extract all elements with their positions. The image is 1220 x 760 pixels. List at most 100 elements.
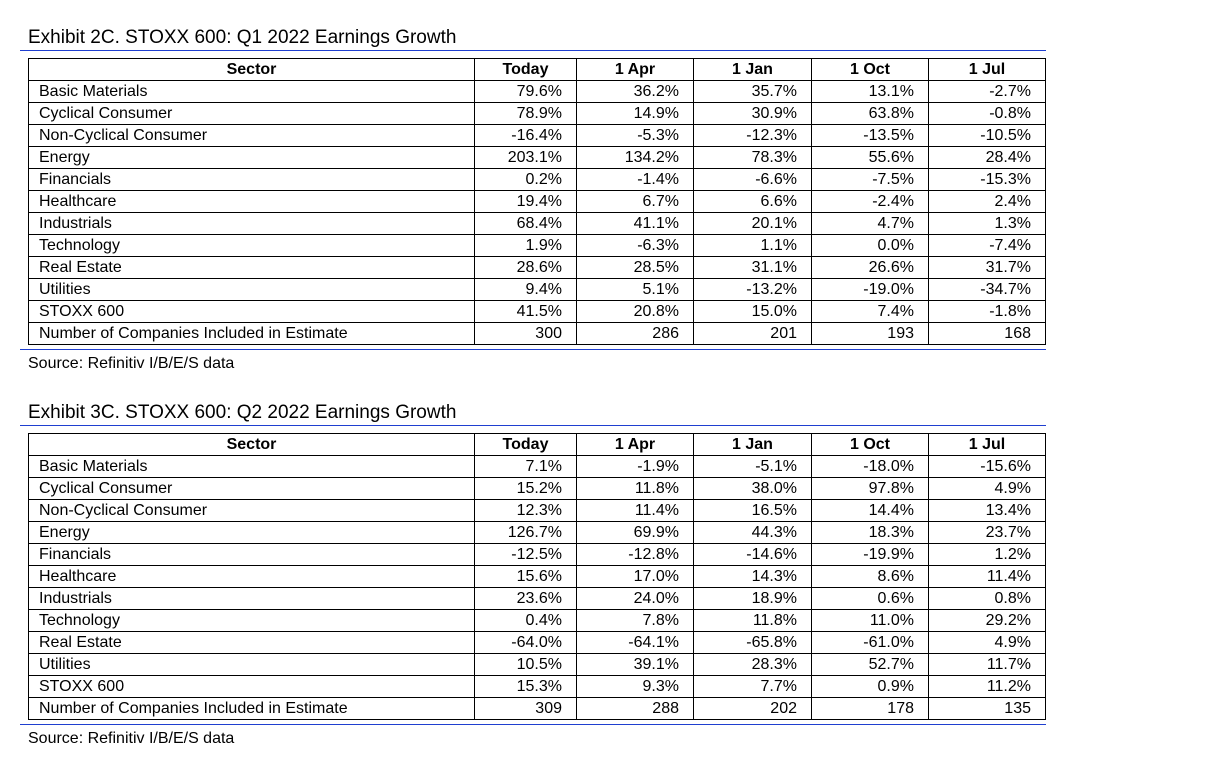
- column-header: Today: [474, 58, 577, 81]
- source-note: Source: Refinitiv I/B/E/S data: [28, 730, 235, 747]
- table-row: Basic Materials 79.6% 36.2% 35.7% 13.1% -2.7%: [28, 80, 1046, 103]
- value-cell: 41.5%: [474, 300, 577, 323]
- table-row: Basic Materials 7.1% -1.9% -5.1% -18.0% -15.6…: [28, 455, 1046, 478]
- value-cell: 309: [474, 697, 577, 720]
- value-cell: 300: [474, 322, 577, 345]
- value-cell: -61.0%: [811, 631, 929, 654]
- value-cell: 14.3%: [693, 565, 812, 588]
- value-cell: -13.5%: [811, 124, 929, 147]
- sector-cell: Energy: [28, 521, 475, 544]
- sector-cell: Healthcare: [28, 190, 475, 213]
- value-cell: 78.3%: [693, 146, 812, 169]
- table-row: Number of Companies Included in Estimate…: [28, 322, 1046, 345]
- value-cell: -12.8%: [576, 543, 694, 566]
- value-cell: -1.9%: [576, 455, 694, 478]
- value-cell: -0.8%: [928, 102, 1046, 125]
- table-row: Real Estate 28.6% 28.5% 31.1% 26.6% 31.7%: [28, 256, 1046, 279]
- sector-cell: Non-Cyclical Consumer: [28, 124, 475, 147]
- value-cell: 11.8%: [693, 609, 812, 632]
- value-cell: -5.1%: [693, 455, 812, 478]
- table-row: Industrials 68.4% 41.1% 20.1% 4.7% 1.3%: [28, 212, 1046, 235]
- earnings-growth-table: Sector Today 1 Apr 1 Jan 1 Oct 1 Jul Basic Mat…: [28, 433, 1046, 720]
- sector-cell: STOXX 600: [28, 675, 475, 698]
- source-note: Source: Refinitiv I/B/E/S data: [28, 355, 235, 372]
- value-cell: -10.5%: [928, 124, 1046, 147]
- value-cell: -19.0%: [811, 278, 929, 301]
- value-cell: 28.3%: [693, 653, 812, 676]
- value-cell: 11.0%: [811, 609, 929, 632]
- sector-cell: Technology: [28, 234, 475, 257]
- table-row: Energy 203.1% 134.2% 78.3% 55.6% 28.4%: [28, 146, 1046, 169]
- value-cell: 0.4%: [474, 609, 577, 632]
- value-cell: 12.3%: [474, 499, 577, 522]
- value-cell: 15.2%: [474, 477, 577, 500]
- table-row: Healthcare 15.6% 17.0% 14.3% 8.6% 11.4%: [28, 565, 1046, 588]
- value-cell: -65.8%: [693, 631, 812, 654]
- sector-cell: Technology: [28, 609, 475, 632]
- table-row: Financials -12.5% -12.8% -14.6% -19.9% 1.2%: [28, 543, 1046, 566]
- table-row: STOXX 600 15.3% 9.3% 7.7% 0.9% 11.2%: [28, 675, 1046, 698]
- value-cell: 36.2%: [576, 80, 694, 103]
- sector-cell: Healthcare: [28, 565, 475, 588]
- value-cell: 18.9%: [693, 587, 812, 610]
- value-cell: -7.5%: [811, 168, 929, 191]
- earnings-growth-table: Sector Today 1 Apr 1 Jan 1 Oct 1 Jul Basic Mat…: [28, 58, 1046, 345]
- sector-cell: STOXX 600: [28, 300, 475, 323]
- value-cell: 0.6%: [811, 587, 929, 610]
- value-cell: 1.3%: [928, 212, 1046, 235]
- value-cell: 135: [928, 697, 1046, 720]
- column-header: 1 Jul: [928, 58, 1046, 81]
- value-cell: -64.0%: [474, 631, 577, 654]
- sector-cell: Industrials: [28, 212, 475, 235]
- value-cell: 0.8%: [928, 587, 1046, 610]
- value-cell: 52.7%: [811, 653, 929, 676]
- value-cell: -6.3%: [576, 234, 694, 257]
- table-row: Cyclical Consumer 78.9% 14.9% 30.9% 63.8% -0.…: [28, 102, 1046, 125]
- value-cell: 286: [576, 322, 694, 345]
- value-cell: 11.8%: [576, 477, 694, 500]
- sector-cell: Real Estate: [28, 256, 475, 279]
- sector-cell: Cyclical Consumer: [28, 102, 475, 125]
- value-cell: 193: [811, 322, 929, 345]
- value-cell: -12.5%: [474, 543, 577, 566]
- value-cell: 6.6%: [693, 190, 812, 213]
- value-cell: 69.9%: [576, 521, 694, 544]
- value-cell: 29.2%: [928, 609, 1046, 632]
- value-cell: -64.1%: [576, 631, 694, 654]
- exhibit-title: Exhibit 2C. STOXX 600: Q1 2022 Earnings …: [20, 26, 1046, 51]
- value-cell: -16.4%: [474, 124, 577, 147]
- value-cell: -12.3%: [693, 124, 812, 147]
- value-cell: 24.0%: [576, 587, 694, 610]
- column-header: 1 Oct: [811, 58, 929, 81]
- value-cell: 28.6%: [474, 256, 577, 279]
- sector-cell: Cyclical Consumer: [28, 477, 475, 500]
- value-cell: 26.6%: [811, 256, 929, 279]
- value-cell: 11.4%: [928, 565, 1046, 588]
- value-cell: 11.2%: [928, 675, 1046, 698]
- value-cell: 16.5%: [693, 499, 812, 522]
- value-cell: 14.9%: [576, 102, 694, 125]
- value-cell: 78.9%: [474, 102, 577, 125]
- value-cell: 1.1%: [693, 234, 812, 257]
- value-cell: 23.7%: [928, 521, 1046, 544]
- value-cell: 97.8%: [811, 477, 929, 500]
- value-cell: -15.6%: [928, 455, 1046, 478]
- value-cell: 41.1%: [576, 212, 694, 235]
- sector-cell: Financials: [28, 168, 475, 191]
- table-row: Non-Cyclical Consumer 12.3% 11.4% 16.5% 14.4…: [28, 499, 1046, 522]
- table-row: Technology 0.4% 7.8% 11.8% 11.0% 29.2%: [28, 609, 1046, 632]
- value-cell: 7.8%: [576, 609, 694, 632]
- value-cell: 55.6%: [811, 146, 929, 169]
- sector-cell: Industrials: [28, 587, 475, 610]
- column-header: 1 Apr: [576, 58, 694, 81]
- value-cell: 31.1%: [693, 256, 812, 279]
- value-cell: 13.1%: [811, 80, 929, 103]
- sector-cell: Basic Materials: [28, 80, 475, 103]
- exhibit-2c: Exhibit 2C. STOXX 600: Q1 2022 Earnings …: [20, 26, 1046, 373]
- table-row: Technology 1.9% -6.3% 1.1% 0.0% -7.4%: [28, 234, 1046, 257]
- value-cell: -1.4%: [576, 168, 694, 191]
- value-cell: 168: [928, 322, 1046, 345]
- value-cell: 31.7%: [928, 256, 1046, 279]
- column-header: Sector: [28, 433, 475, 456]
- value-cell: 8.6%: [811, 565, 929, 588]
